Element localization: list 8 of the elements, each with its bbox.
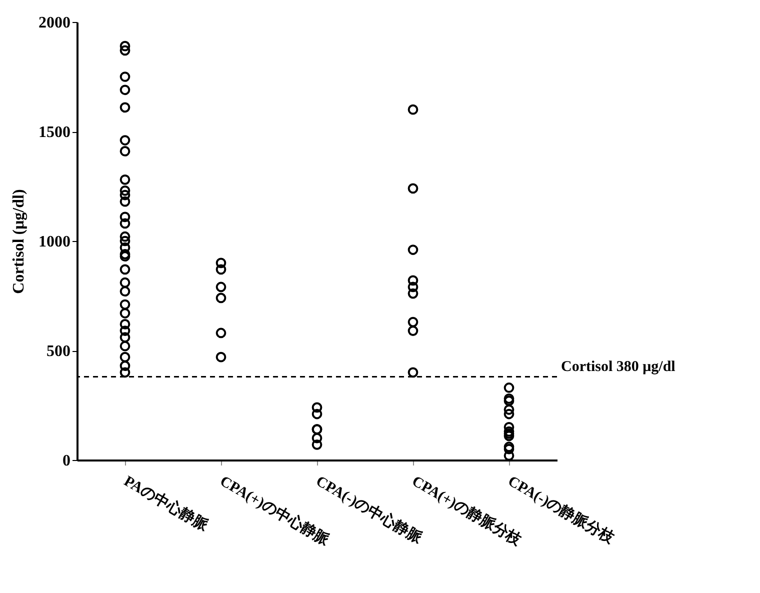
y-axis-title: Cortisol (μg/dl) [10, 189, 28, 294]
y-tick-label: 1000 [38, 234, 70, 250]
y-tick-label: 500 [46, 343, 70, 360]
y-tick-label: 0 [62, 452, 70, 470]
y-tick-label: 2000 [38, 14, 70, 32]
x-tick-label: PAの中心静脈 [121, 472, 212, 535]
ref-line-label: Cortisol 380 μg/dl [561, 358, 676, 375]
y-tick-label: 1500 [38, 124, 70, 141]
